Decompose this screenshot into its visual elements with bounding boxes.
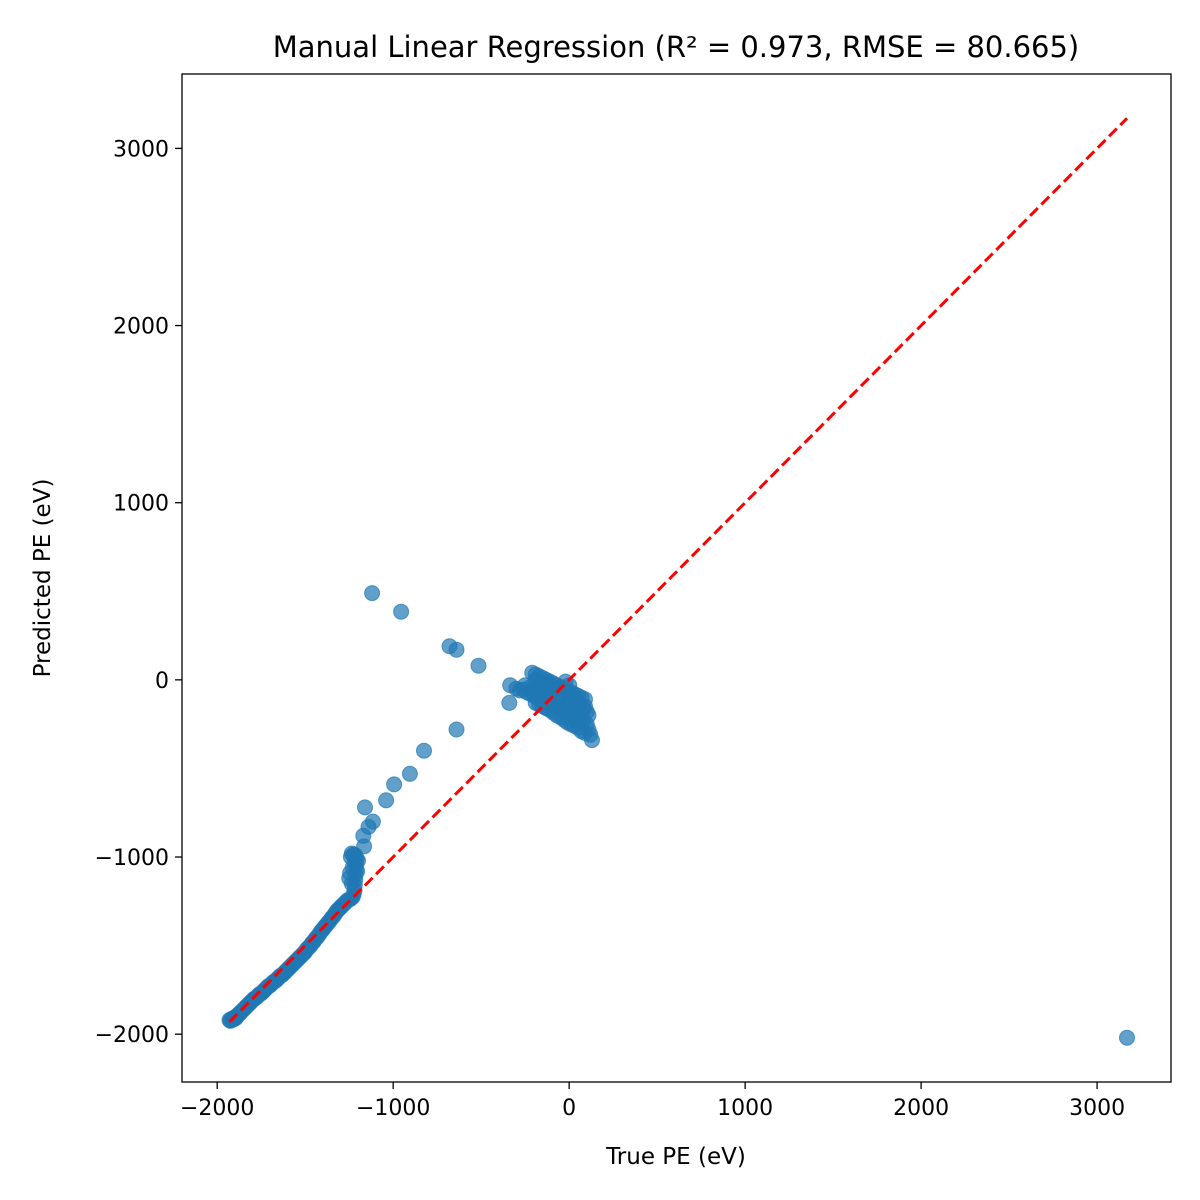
x-tick-label: 1000 [717,1096,773,1121]
data-point [343,875,360,892]
y-tick-label: 3000 [113,137,169,162]
x-axis: −2000 −1000 0 1000 2000 3000 [180,1082,1125,1121]
x-tick-label: 0 [562,1096,576,1121]
data-point [386,776,403,793]
data-point [378,792,395,809]
data-point [470,657,487,674]
y-tick-label: −1000 [95,846,169,871]
y-tick-label: 1000 [113,492,169,517]
data-point [364,813,381,830]
x-tick-label: −2000 [180,1096,254,1121]
data-point [580,707,597,724]
data-point [1119,1029,1135,1046]
x-axis-label: True PE (eV) [605,1144,746,1170]
data-point [355,827,372,844]
data-point [501,694,518,711]
data-point [393,603,410,620]
y-tick-label: 2000 [113,315,169,340]
y-tick-label: −2000 [95,1023,169,1048]
y-tick-label: 0 [155,669,169,694]
data-point [448,641,465,658]
data-points [221,585,1135,1046]
y-axis: −2000 −1000 0 1000 2000 3000 [95,137,182,1048]
reference-line-layer [228,117,1129,1023]
chart-title: Manual Linear Regression (R² = 0.973, RM… [273,30,1080,64]
data-point [357,799,373,816]
reference-line [228,117,1129,1023]
data-point [364,585,381,602]
x-tick-label: 3000 [1069,1096,1125,1121]
data-point [401,765,418,782]
data-point [448,721,465,738]
plot-frame [181,73,1172,1083]
x-tick-label: 2000 [893,1096,949,1121]
y-axis-label: Predicted PE (eV) [30,479,56,678]
x-tick-label: −1000 [356,1096,430,1121]
data-point [416,742,432,759]
